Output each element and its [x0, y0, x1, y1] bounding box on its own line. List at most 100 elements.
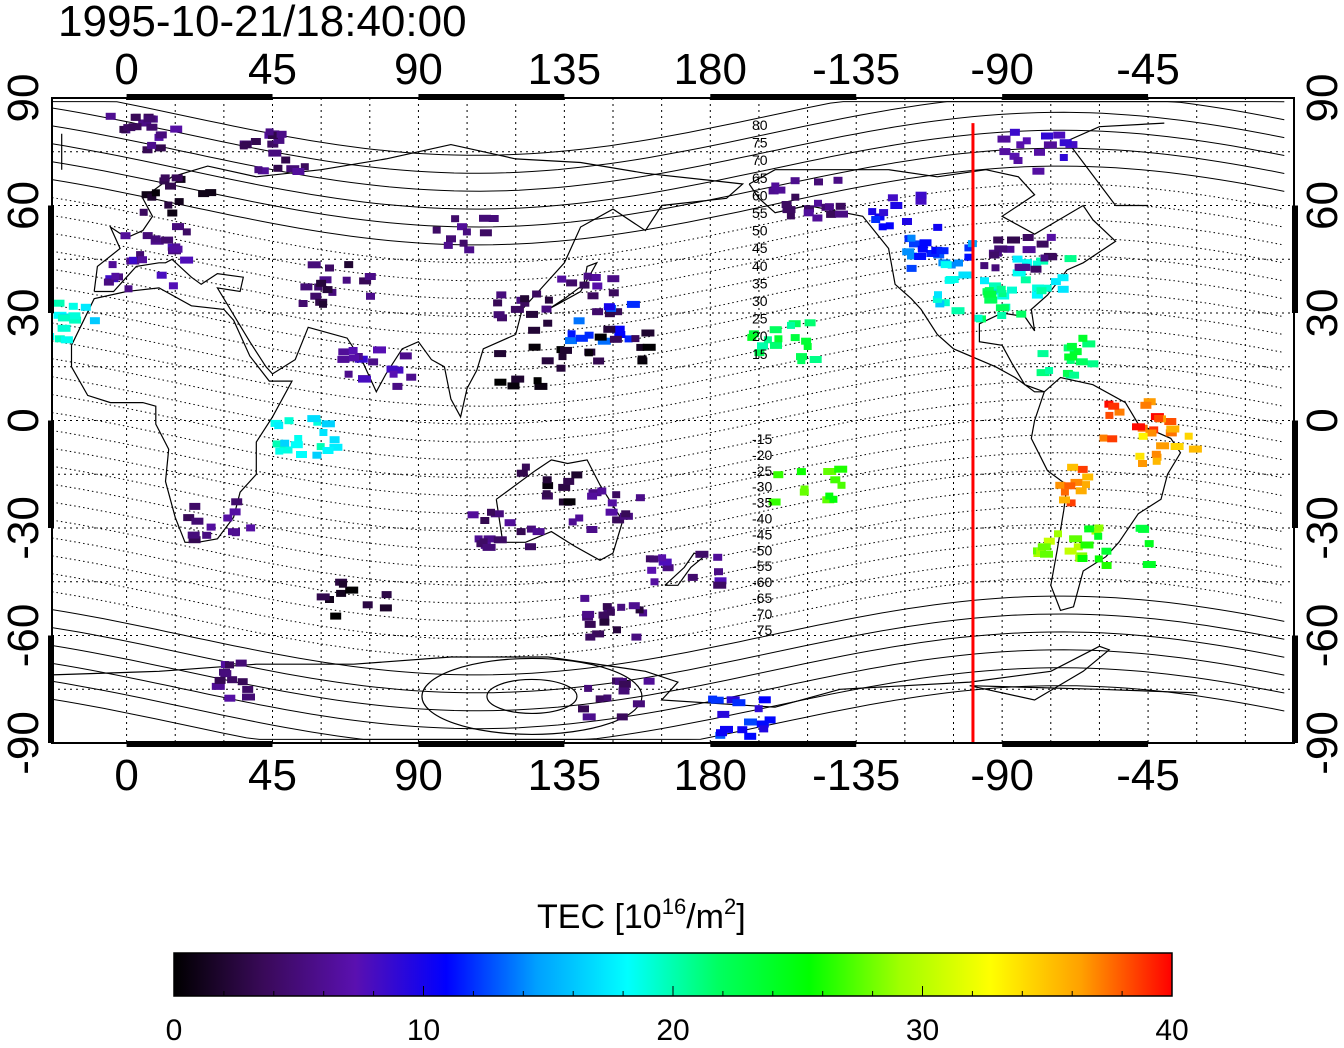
- tec-observation-cell: [624, 335, 633, 343]
- tec-observation-cell: [814, 178, 823, 186]
- tec-observation-cell: [366, 292, 375, 300]
- contour-label: -75: [752, 622, 772, 638]
- tec-observation-cell: [52, 333, 55, 340]
- tec-observation-cell: [812, 214, 823, 222]
- tec-observation-cell: [716, 729, 727, 737]
- tec-observation-cell: [879, 209, 889, 217]
- tec-observation-cell: [211, 682, 225, 690]
- tec-observation-cell: [1135, 452, 1145, 460]
- tec-observation-cell: [558, 353, 567, 361]
- tec-observation-cell: [796, 353, 807, 361]
- tec-observation-cell: [1069, 535, 1083, 543]
- tec-observation-cell: [1053, 131, 1066, 139]
- tec-observation-cell: [1049, 253, 1058, 261]
- frame-bar: [710, 94, 857, 100]
- tec-observation-cell: [316, 279, 327, 287]
- tec-observation-cell: [488, 215, 499, 222]
- tec-observation-cell: [764, 716, 776, 724]
- colorbar-tick-label: 0: [166, 1014, 183, 1047]
- tec-observation-cell: [1078, 334, 1088, 342]
- tec-observation-cell: [804, 205, 814, 213]
- contour-label: -70: [752, 606, 772, 622]
- tec-observation-cell: [314, 283, 323, 291]
- tec-observation-cell: [1075, 487, 1087, 495]
- tec-observation-cell: [379, 604, 392, 612]
- colorbar-tick-label: 10: [407, 1014, 440, 1047]
- tec-observation-cell: [520, 295, 530, 303]
- tec-observation-cell: [227, 676, 238, 684]
- tec-observation-cell: [189, 502, 201, 510]
- tec-observation-cell: [274, 422, 284, 430]
- lon-tick-label: -45: [1116, 751, 1180, 800]
- tec-observation-cell: [713, 553, 723, 561]
- tec-observation-cell: [358, 375, 371, 383]
- tec-observation-cell: [695, 550, 709, 558]
- tec-observation-cell: [1030, 265, 1042, 273]
- tec-observation-cell: [1069, 348, 1082, 356]
- tec-observation-cell: [1040, 254, 1049, 262]
- frame-bar: [418, 94, 565, 100]
- lat-tick-label: -90: [0, 711, 48, 775]
- lon-tick-label: -135: [812, 45, 900, 94]
- tec-observation-cell: [1107, 435, 1118, 443]
- lat-tick-label: 0: [1298, 408, 1344, 432]
- tec-observation-cell: [714, 568, 723, 576]
- tec-observation-cell: [868, 208, 877, 216]
- tec-observation-cell: [763, 336, 772, 344]
- tec-observation-cell: [768, 498, 781, 506]
- tec-observation-cell: [57, 324, 71, 332]
- tec-observation-cell: [349, 354, 359, 362]
- tec-observation-cell: [611, 325, 625, 333]
- tec-observation-cell: [164, 201, 173, 209]
- tec-observation-cell: [1188, 445, 1202, 453]
- tec-observation-cell: [1007, 236, 1020, 244]
- tec-observation-cell: [54, 335, 65, 343]
- tec-observation-cell: [257, 167, 269, 175]
- tec-observation-cell: [1069, 371, 1080, 379]
- tec-observation-cell: [635, 494, 645, 502]
- tec-observation-cell: [322, 447, 334, 454]
- tec-observation-cell: [1041, 132, 1053, 140]
- tec-observation-cell: [1046, 233, 1056, 241]
- tec-observation-cell: [272, 440, 286, 448]
- tec-observation-cell: [1066, 499, 1076, 507]
- tec-observation-cell: [612, 491, 621, 499]
- tec-observation-cell: [915, 191, 927, 199]
- tec-observation-cell: [1016, 141, 1025, 149]
- tec-observation-cell: [628, 602, 640, 610]
- tec-observation-cell: [265, 128, 274, 136]
- tec-observation-cell: [161, 236, 174, 244]
- tec-observation-cell: [139, 208, 148, 216]
- tec-observation-cell: [1064, 255, 1077, 263]
- tec-observation-cell: [180, 256, 194, 264]
- tec-observation-cell: [1164, 418, 1177, 425]
- frame-bar: [126, 94, 273, 100]
- tec-observation-cell: [1066, 342, 1077, 350]
- tec-observation-cell: [406, 373, 417, 381]
- contour-label: -50: [752, 542, 772, 558]
- tec-observation-cell: [781, 201, 792, 208]
- tec-observation-cell: [584, 349, 593, 357]
- tec-observation-cell: [359, 277, 372, 285]
- tec-observation-cell: [1165, 429, 1177, 437]
- tec-observation-cell: [1154, 414, 1164, 422]
- tec-observation-cell: [1151, 450, 1161, 458]
- tec-observation-cell: [174, 198, 184, 206]
- colorbar-tick-label: 20: [656, 1014, 689, 1047]
- tec-observation-cell: [1016, 263, 1030, 271]
- tec-observation-cell: [573, 317, 585, 325]
- tec-observation-cell: [769, 326, 782, 334]
- tec-observation-cell: [1077, 465, 1088, 473]
- tec-observation-cell: [609, 335, 622, 343]
- tec-observation-cell: [790, 334, 800, 342]
- contour-label: 25: [752, 311, 768, 327]
- tec-observation-cell: [687, 573, 698, 581]
- tec-observation-cell: [1003, 245, 1015, 253]
- tec-observation-cell: [381, 591, 392, 599]
- tec-observation-cell: [316, 593, 330, 601]
- tec-observation-cell: [344, 261, 354, 269]
- tec-observation-cell: [1020, 276, 1031, 284]
- tec-observation-cell: [154, 144, 166, 152]
- tec-observation-cell: [1101, 562, 1112, 569]
